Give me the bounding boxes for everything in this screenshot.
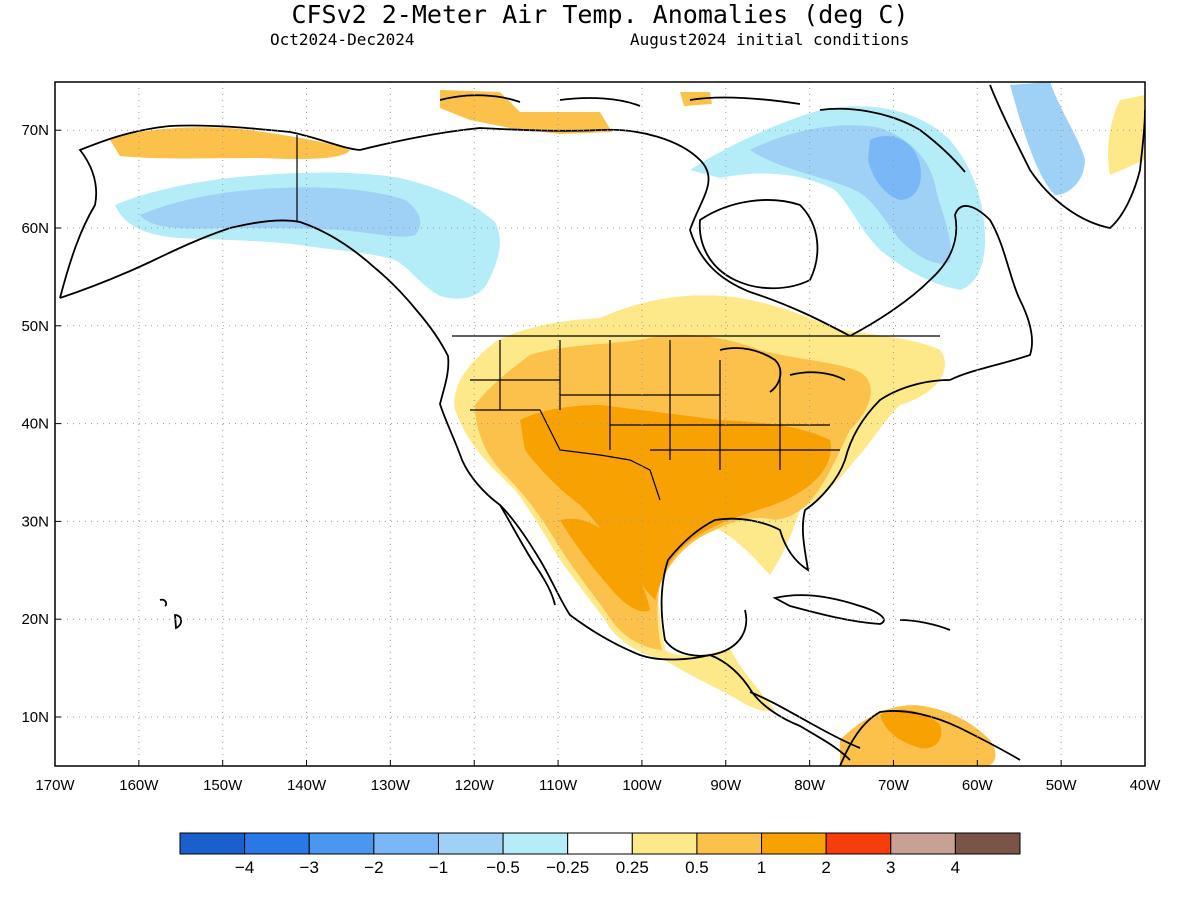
longitude-label: 140W (287, 777, 327, 794)
colorbar-swatch (696, 832, 763, 855)
longitude-label: 70W (878, 777, 910, 794)
colorbar: −4 −3 −2 −1 −0.5 −0.25 0.25 0.5 1 2 3 4 (179, 832, 1021, 877)
colorbar-label: 4 (951, 858, 960, 877)
colorbar-swatch (954, 832, 1021, 855)
warm-anomaly-arctic-alaska (110, 127, 350, 160)
cold-anomaly-greenland (1010, 82, 1085, 195)
initial-conditions: August2024 initial conditions (630, 30, 910, 49)
colorbar-label: −0.5 (486, 858, 520, 877)
colorbar-swatch (308, 832, 375, 855)
latitude-label: 50N (21, 318, 49, 335)
longitude-label: 120W (455, 777, 495, 794)
longitude-label: 60W (962, 777, 994, 794)
latitude-label: 30N (21, 513, 49, 530)
colorbar-swatch (761, 832, 827, 855)
political-borders (296, 135, 940, 501)
colorbar-swatch (179, 832, 246, 855)
longitude-label: 50W (1046, 777, 1078, 794)
warm-anomaly-greenland-east (1108, 95, 1145, 175)
colorbar-label: 3 (886, 858, 895, 877)
longitude-label: 40W (1130, 777, 1162, 794)
colorbar-label: −1 (429, 858, 448, 877)
cold-anomaly-alaska-medium (140, 187, 421, 237)
colorbar-swatch (373, 832, 439, 855)
coastlines (59, 84, 1145, 766)
colorbar-swatch (437, 832, 504, 855)
warm-anomaly-mexico-strong (560, 518, 650, 612)
latitude-label: 40N (21, 416, 49, 433)
colorbar-label: −2 (364, 858, 383, 877)
latitude-label: 60N (21, 220, 49, 237)
longitude-label: 100W (622, 777, 662, 794)
colorbar-label: 1 (757, 858, 766, 877)
forecast-period: Oct2024-Dec2024 (270, 30, 415, 49)
longitude-label: 150W (203, 777, 243, 794)
longitude-label: 130W (371, 777, 411, 794)
latitude-label: 70N (21, 122, 49, 139)
longitude-label: 160W (119, 777, 159, 794)
cold-anomaly-baffin-strong (868, 136, 921, 200)
latitude-axis: 10N 20N 30N 40N 50N 60N 70N (21, 122, 61, 726)
colorbar-label: −3 (300, 858, 319, 877)
map-title: CFSv2 2-Meter Air Temp. Anomalies (deg C… (291, 0, 909, 29)
longitude-label: 90W (710, 777, 742, 794)
colorbar-swatch (244, 832, 310, 855)
latitude-label: 20N (21, 611, 49, 628)
anomaly-shading (110, 82, 1145, 766)
longitude-label: 80W (794, 777, 826, 794)
colorbar-label: −0.25 (546, 858, 589, 877)
latitude-label: 10N (21, 709, 49, 726)
colorbar-swatch (825, 832, 892, 855)
longitude-label: 110W (539, 777, 578, 794)
colorbar-swatch (890, 832, 956, 855)
colorbar-label: 0.25 (616, 858, 649, 877)
colorbar-swatch (502, 832, 569, 855)
warm-anomaly-arctic-islands (440, 90, 612, 134)
colorbar-label: 0.5 (685, 858, 709, 877)
colorbar-label: 2 (821, 858, 830, 877)
colorbar-swatch (631, 832, 698, 855)
colorbar-label: −4 (235, 858, 254, 877)
colorbar-swatch (567, 832, 633, 855)
longitude-label: 170W (35, 777, 75, 794)
longitude-axis: 170W 160W 150W 140W 130W 120W 110W 100W 90W 80W 70… (35, 760, 1161, 794)
warm-anomaly-south-america-strong (880, 709, 942, 749)
lat-lon-grid (55, 82, 1145, 766)
warm-anomaly-us-strong (520, 405, 831, 600)
